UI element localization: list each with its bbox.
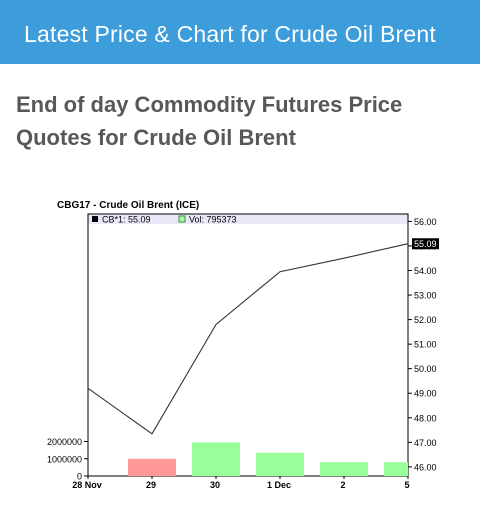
chart-title: CBG17 - Crude Oil Brent (ICE) [57, 200, 199, 211]
price-tick-label: 49.00 [414, 389, 437, 399]
price-line [87, 243, 409, 435]
date-label: 2 [340, 480, 345, 490]
price-tick-label: 48.00 [414, 413, 437, 423]
volume-bar [320, 462, 368, 476]
legend-volume-label: Vol: 795373 [189, 215, 237, 225]
last-price-box [412, 238, 439, 250]
price-tick-label: 54.00 [414, 266, 437, 276]
volume-bar [256, 452, 304, 476]
volume-tick-label: 0 [77, 472, 82, 482]
last-price-label: 55.09 [414, 239, 437, 249]
volume-tick-label: 2000000 [47, 437, 82, 447]
price-chart: CBG17 - Crude Oil Brent (ICE) CB*1: 55.0… [0, 192, 480, 492]
page-heading: End of day Commodity Futures Price Quote… [16, 92, 403, 150]
volume-bar [128, 458, 176, 476]
price-chart-svg: CBG17 - Crude Oil Brent (ICE) CB*1: 55.0… [47, 200, 439, 490]
price-tick-label: 53.00 [414, 291, 437, 301]
volume-bar [192, 442, 240, 476]
price-tick-label: 56.00 [414, 217, 437, 227]
legend-price-label: CB*1: 55.09 [102, 215, 151, 225]
legend-volume-marker [178, 215, 186, 223]
price-tick-label: 46.00 [414, 462, 437, 472]
price-tick-label: 47.00 [414, 438, 437, 448]
date-label: 30 [210, 480, 220, 490]
date-label: 28 Nov [72, 480, 102, 490]
volume-tick-label: 1000000 [47, 454, 82, 464]
price-tick-label: 52.00 [414, 315, 437, 325]
app-bar: Latest Price & Chart for Crude Oil Brent [0, 0, 480, 64]
price-tick-label: 51.00 [414, 340, 437, 350]
date-label: 5 [404, 480, 409, 490]
date-label: 29 [146, 480, 156, 490]
plot-frame [87, 213, 409, 477]
legend-bar [88, 214, 408, 224]
price-tick-label: 50.00 [414, 364, 437, 374]
app-bar-title: Latest Price & Chart for Crude Oil Brent [24, 21, 436, 47]
date-label: 1 Dec [267, 480, 291, 490]
legend-price-marker [92, 216, 98, 222]
volume-bar [384, 462, 408, 476]
